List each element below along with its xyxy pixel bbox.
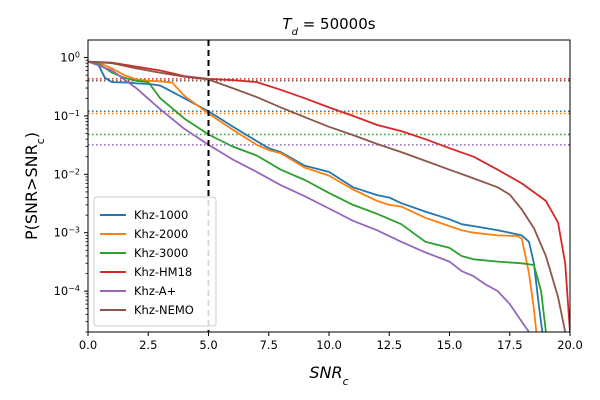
series-line-khz-1000	[88, 60, 544, 332]
legend-label: Khz-1000	[134, 208, 188, 222]
x-axis-label: SNRc	[309, 363, 348, 388]
x-tick-label: 20.0	[557, 338, 583, 352]
y-tick-label: 10−3	[54, 225, 80, 240]
y-tick-label: 10−4	[54, 284, 80, 299]
series-line-khz-nemo	[88, 60, 567, 332]
y-axis-label: P(SNR>SNRc)	[22, 132, 47, 240]
series-lines	[88, 60, 570, 332]
legend-label: Khz-NEMO	[134, 303, 194, 317]
y-axis-ticks: 100 10−1 10−2 10−3 10−4	[54, 50, 88, 333]
x-tick-label: 17.5	[497, 338, 523, 352]
legend-box	[93, 196, 217, 327]
legend-label: Khz-2000	[134, 227, 188, 241]
series-line-khz-3000	[88, 60, 547, 332]
y-tick-label: 10−2	[54, 167, 80, 182]
series-line-khz-hm18	[88, 60, 570, 332]
reference-lines	[88, 78, 570, 146]
legend: Khz-1000 Khz-2000 Khz-3000 Khz-HM18 Khz-A+ Kh…	[93, 196, 217, 327]
x-tick-label: 12.5	[376, 338, 402, 352]
legend-label: Khz-3000	[134, 246, 188, 260]
x-tick-label: 5.0	[199, 338, 217, 352]
x-tick-label: 2.5	[139, 338, 157, 352]
x-tick-label: 0.0	[79, 338, 97, 352]
y-tick-label: 100	[60, 50, 80, 65]
x-tick-label: 10.0	[316, 338, 342, 352]
y-tick-label: 10−1	[54, 108, 80, 123]
x-axis-ticks: 0.0 2.5 5.0 7.5 10.0 12.5 15.0 17.5 20.0	[79, 332, 583, 352]
x-tick-label: 15.0	[437, 338, 463, 352]
plot-area	[88, 40, 570, 332]
x-tick-label: 7.5	[260, 338, 278, 352]
legend-label: Khz-A+	[134, 284, 176, 298]
series-line-khz-2000	[88, 60, 538, 332]
chart-title: Td = 50000s	[282, 15, 375, 38]
series-line-khz-a-	[88, 60, 530, 332]
legend-label: Khz-HM18	[134, 265, 192, 279]
